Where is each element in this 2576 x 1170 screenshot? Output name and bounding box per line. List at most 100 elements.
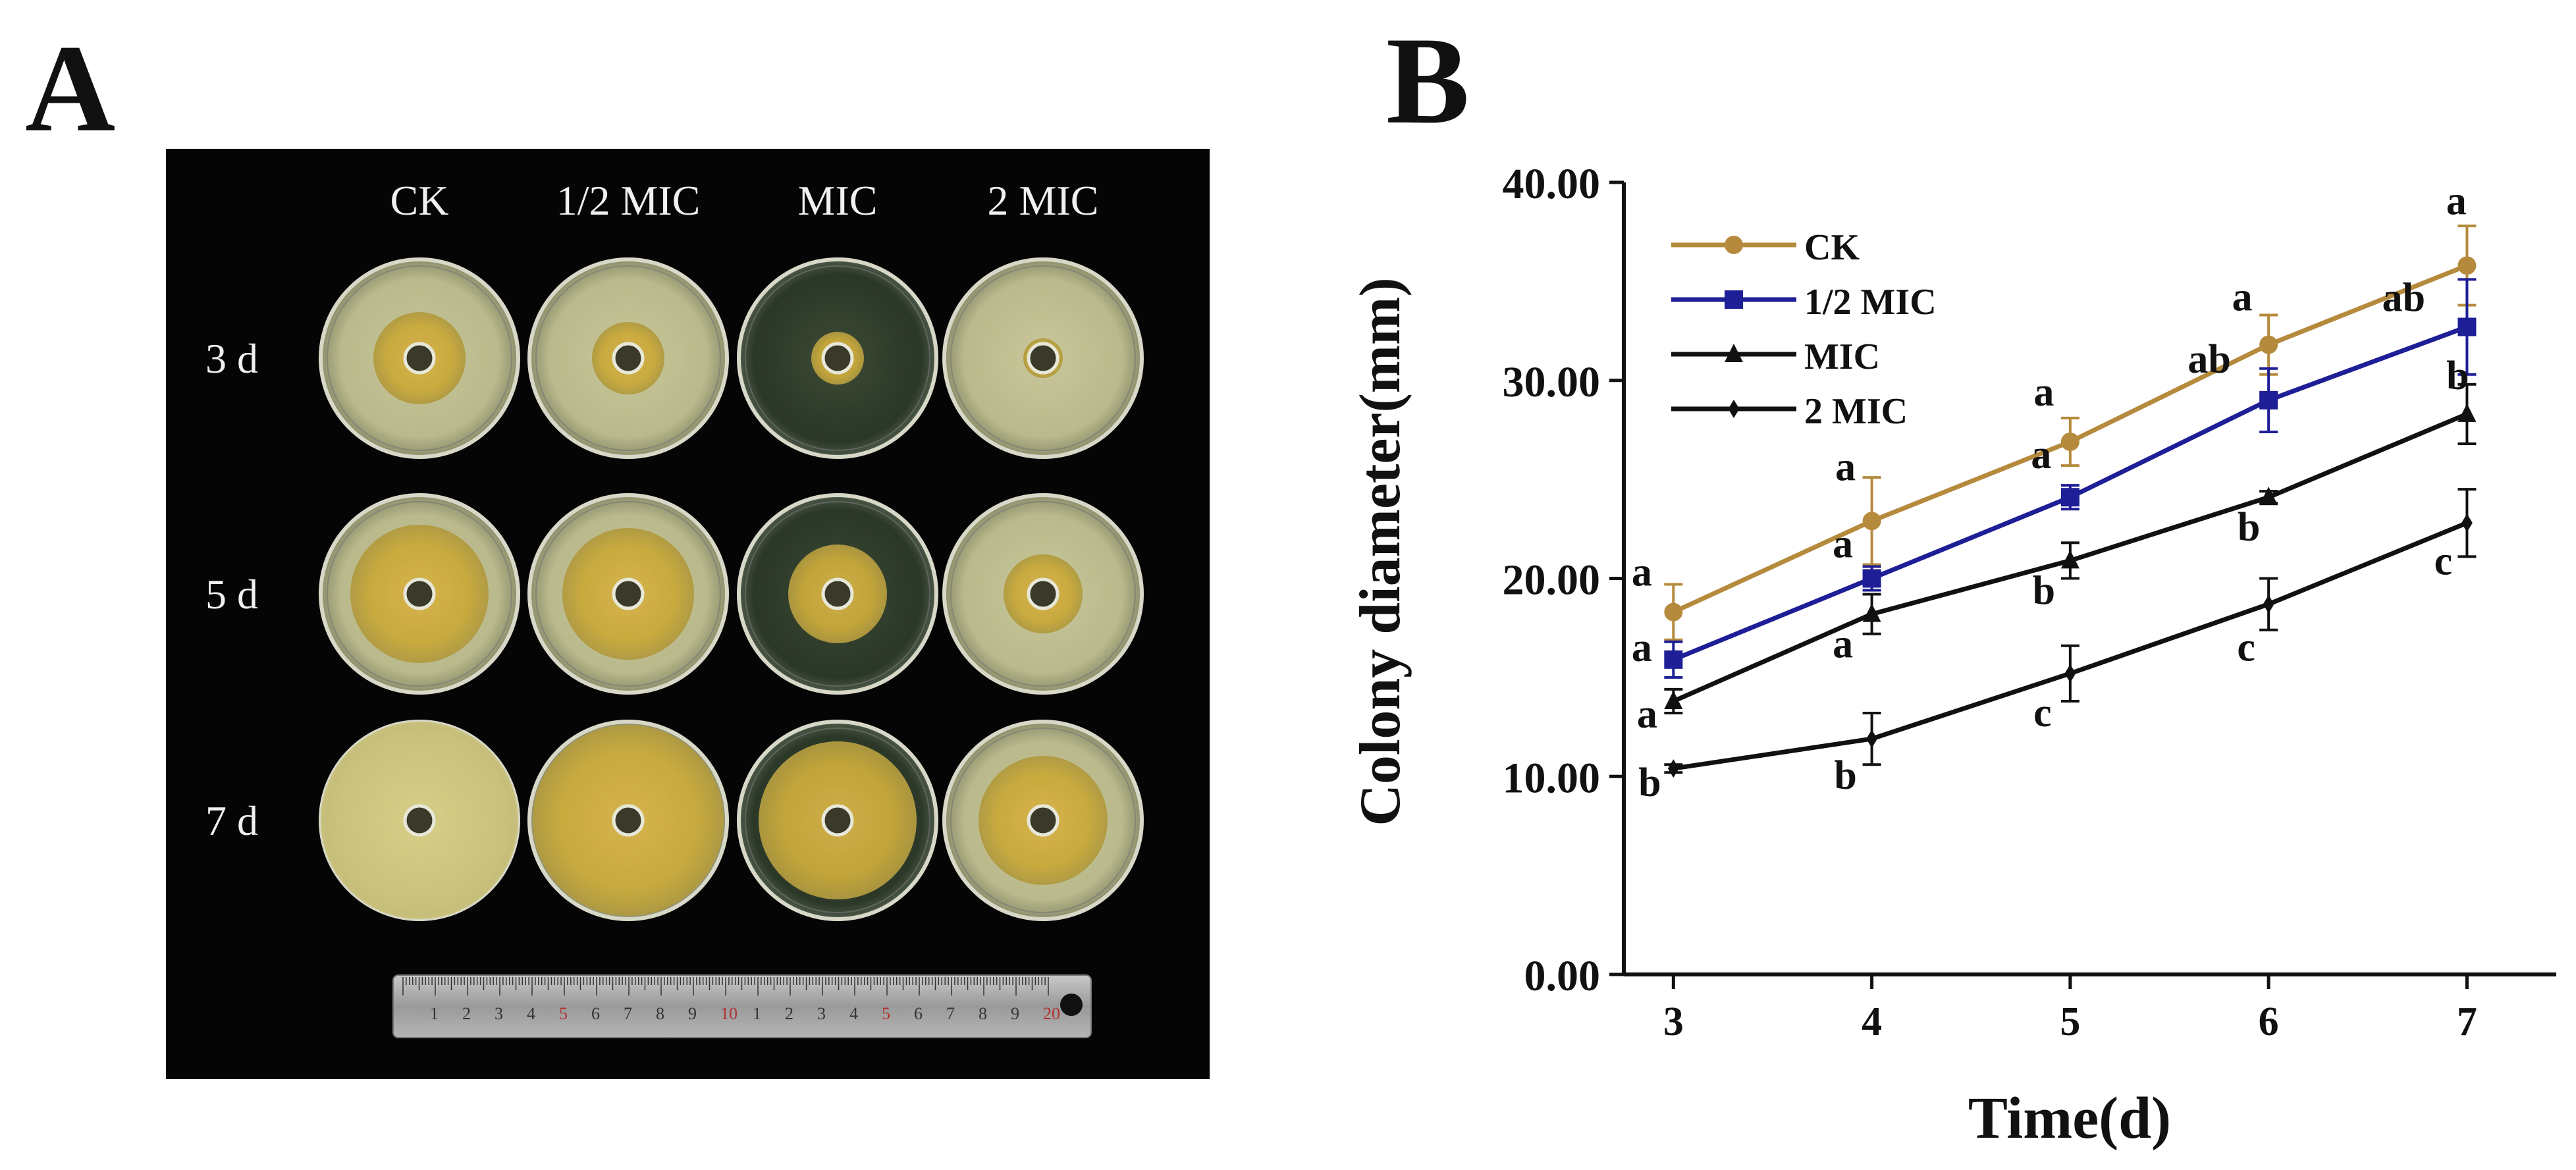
significance-letter: a [2446, 178, 2467, 223]
data-point [1725, 344, 1743, 362]
data-point [1664, 690, 1683, 709]
data-point [1725, 236, 1743, 254]
significance-letter: a [1632, 550, 1652, 595]
ruler-hole [1060, 994, 1083, 1016]
data-point [1664, 602, 1683, 622]
data-point [2259, 487, 2278, 506]
significance-letter: b [1834, 753, 1856, 798]
significance-letter: b [2238, 505, 2260, 550]
ruler-number: 8 [656, 1004, 664, 1023]
significance-letter: a [1833, 622, 1853, 667]
data-point [2259, 390, 2278, 410]
ruler-number: 20 [1043, 1004, 1060, 1023]
y-axis-label: Colony diameter(mm) [1349, 277, 1412, 826]
significance-letter: a [1632, 625, 1652, 670]
y-tick-label: 40.00 [1503, 160, 1601, 208]
data-point [1862, 569, 1881, 588]
significance-letter: b [2446, 354, 2469, 398]
significance-letter: ab [2187, 337, 2230, 382]
significance-letter: b [1638, 760, 1661, 805]
petri-dish [319, 493, 520, 695]
significance-letter: a [2033, 370, 2054, 415]
data-point [2461, 514, 2473, 533]
petri-dish [942, 720, 1144, 921]
petri-dish [527, 493, 729, 695]
photo-column-label: CK [390, 177, 449, 224]
significance-letter: a [1833, 522, 1853, 567]
panel-label-a: A [25, 20, 116, 158]
ruler-number: 6 [914, 1004, 923, 1023]
y-tick-label: 0.00 [1524, 952, 1601, 1000]
data-point [2457, 256, 2477, 275]
x-tick-label: 4 [1862, 999, 1882, 1044]
data-point [1862, 603, 1881, 622]
petri-dish [737, 493, 938, 695]
data-point [2060, 550, 2080, 569]
series-mic: a a b b b [1637, 354, 2477, 737]
data-point [2064, 664, 2076, 683]
series-ck: a a a a a [1632, 178, 2477, 641]
photo-column-label: MIC [798, 177, 878, 224]
x-axis-label: Time(d) [1968, 1086, 2171, 1151]
ruler-number: 2 [785, 1004, 793, 1023]
data-point [1728, 400, 1740, 418]
ruler-number: 7 [624, 1004, 632, 1023]
ruler-number: 9 [1011, 1004, 1019, 1023]
panel-label-b: B [1386, 12, 1470, 150]
ruler-number: 5 [559, 1004, 568, 1023]
data-point [2259, 335, 2278, 354]
legend-entry: 2 MIC [1671, 391, 1908, 432]
legend-entry: 1/2 MIC [1671, 282, 1937, 323]
legend-label: CK [1804, 227, 1860, 268]
photo-column-label: 1/2 MIC [556, 177, 701, 224]
ruler-number: 7 [946, 1004, 955, 1023]
data-point [2060, 432, 2080, 451]
petri-dish [737, 257, 938, 459]
significance-letter: a [1637, 692, 1657, 737]
photo-row-label: 3 d [205, 335, 258, 382]
data-point [1866, 730, 1877, 749]
ruler-number: 1 [753, 1004, 761, 1023]
photo-row-label: 7 d [205, 797, 258, 844]
data-point [1725, 290, 1743, 309]
series-2-mic: b b c c c [1638, 488, 2477, 805]
significance-letter: a [2232, 275, 2253, 320]
petri-dish [319, 257, 520, 459]
y-tick-label: 20.00 [1503, 556, 1601, 604]
petri-dish [527, 720, 729, 921]
petri-dish [942, 493, 1144, 695]
petri-dish-photo-panel: CK 1/2 MIC MIC 2 MIC 3 d 5 d 7 d 1 2 3 4 5 6 7 8 9 10 1 2… [166, 149, 1210, 1079]
ruler-number: 10 [720, 1004, 738, 1023]
significance-letter: c [2237, 625, 2255, 670]
x-tick-label: 6 [2259, 999, 2279, 1044]
significance-letter: b [2033, 568, 2055, 613]
ruler [392, 974, 1092, 1038]
ruler-number: 3 [495, 1004, 503, 1023]
petri-dish [319, 720, 520, 921]
significance-letter: ab [2382, 276, 2425, 321]
data-point [2457, 317, 2477, 336]
petri-dish [527, 257, 729, 459]
legend-entry: MIC [1671, 336, 1880, 377]
petri-dish-photo: CK 1/2 MIC MIC 2 MIC 3 d 5 d 7 d 1 2 3 4 5 6 7 8 9 10 1 2… [205, 177, 1144, 1038]
data-point [2457, 403, 2477, 422]
x-tick-label: 7 [2457, 999, 2477, 1044]
ruler-number: 2 [462, 1004, 471, 1023]
photo-row-label: 5 d [205, 571, 258, 618]
legend-label: 1/2 MIC [1804, 282, 1937, 323]
ruler-number: 3 [817, 1004, 826, 1023]
ruler-number: 5 [882, 1004, 890, 1023]
significance-letter: c [2434, 539, 2453, 583]
data-point [1667, 759, 1679, 778]
legend-entry: CK [1671, 227, 1860, 268]
photo-column-label: 2 MIC [988, 177, 1099, 224]
ruler-number: 8 [979, 1004, 987, 1023]
legend-label: 2 MIC [1804, 391, 1908, 432]
data-point [2060, 488, 2080, 507]
ruler-number: 4 [849, 1004, 858, 1023]
legend-label: MIC [1804, 336, 1880, 377]
significance-letter: c [2033, 691, 2052, 735]
ruler-number: 9 [688, 1004, 697, 1023]
